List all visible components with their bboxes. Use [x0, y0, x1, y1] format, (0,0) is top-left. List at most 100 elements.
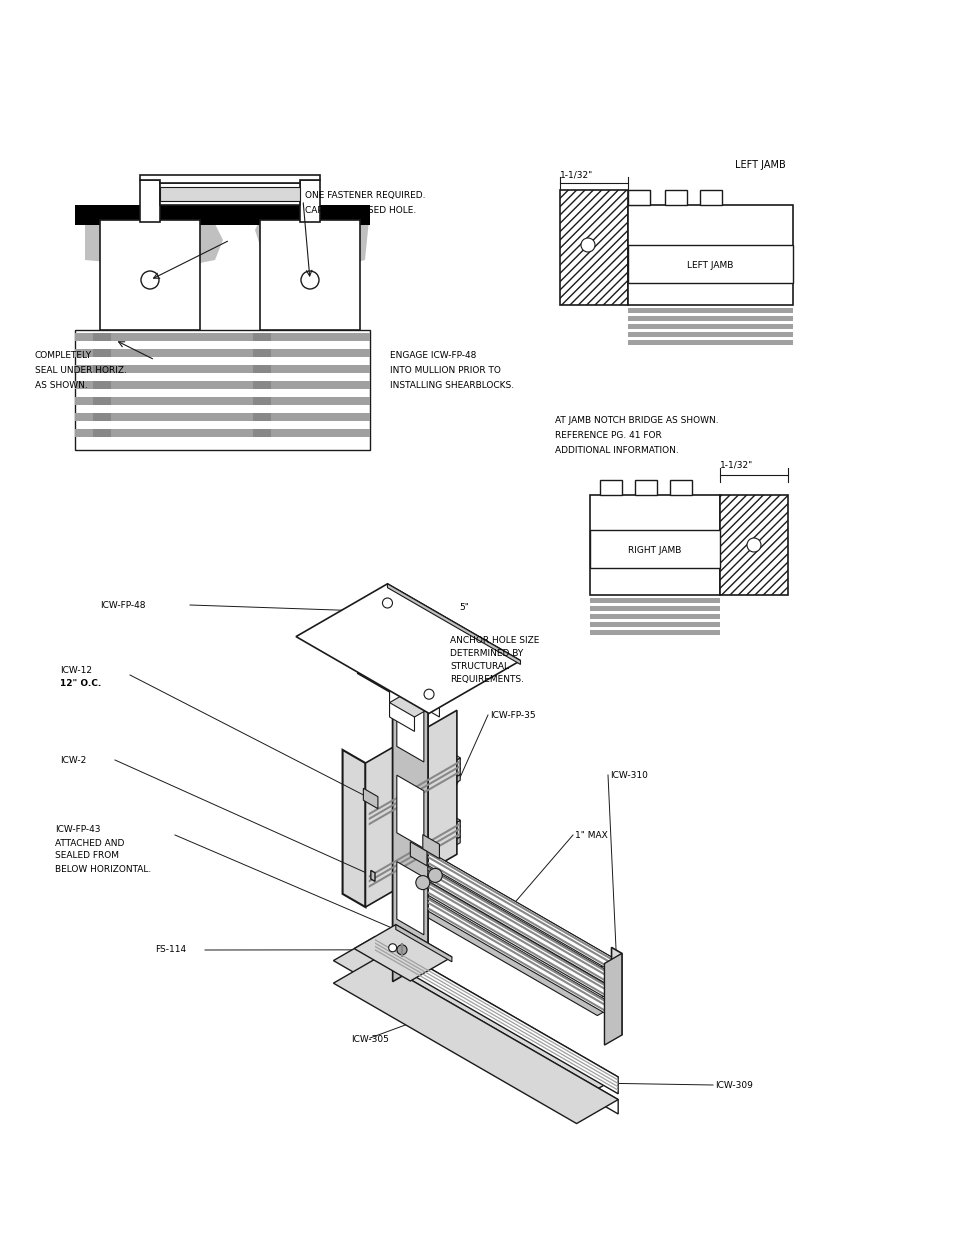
- Polygon shape: [369, 761, 459, 815]
- Polygon shape: [85, 207, 165, 266]
- Circle shape: [428, 868, 442, 882]
- Text: ICW-FP-48: ICW-FP-48: [100, 600, 146, 610]
- Text: 1-1/32": 1-1/32": [720, 461, 753, 469]
- Text: CAPSEAL UNUSED HOLE.: CAPSEAL UNUSED HOLE.: [305, 205, 416, 215]
- Polygon shape: [627, 190, 649, 205]
- Bar: [589, 530, 720, 568]
- Text: AS SHOWN.: AS SHOWN.: [35, 380, 88, 389]
- Text: 1-1/32": 1-1/32": [559, 170, 593, 179]
- Bar: [635, 480, 657, 495]
- Polygon shape: [611, 947, 621, 1035]
- Bar: [75, 350, 370, 357]
- Polygon shape: [395, 925, 452, 962]
- Bar: [669, 480, 691, 495]
- Text: AT JAMB NOTCH BRIDGE AS SHOWN.: AT JAMB NOTCH BRIDGE AS SHOWN.: [555, 415, 718, 425]
- Circle shape: [580, 238, 595, 252]
- Bar: [627, 308, 792, 312]
- Polygon shape: [375, 946, 618, 1088]
- Polygon shape: [365, 819, 459, 873]
- Bar: [627, 332, 792, 337]
- Polygon shape: [334, 936, 618, 1100]
- Polygon shape: [427, 862, 615, 972]
- Bar: [140, 180, 160, 222]
- Polygon shape: [410, 867, 615, 986]
- Bar: [253, 366, 271, 373]
- Circle shape: [718, 248, 731, 262]
- Polygon shape: [375, 942, 618, 1084]
- Bar: [720, 495, 787, 595]
- Bar: [92, 412, 111, 421]
- Polygon shape: [414, 655, 439, 718]
- Bar: [559, 190, 627, 305]
- Bar: [589, 614, 720, 619]
- Text: 5": 5": [458, 603, 468, 611]
- Bar: [253, 382, 271, 389]
- Polygon shape: [427, 877, 615, 987]
- Circle shape: [141, 270, 159, 289]
- Polygon shape: [396, 689, 423, 762]
- Text: ANCHOR HOLE SIZE: ANCHOR HOLE SIZE: [450, 636, 538, 645]
- Polygon shape: [427, 902, 615, 1011]
- Bar: [100, 220, 200, 330]
- Polygon shape: [154, 212, 223, 266]
- Polygon shape: [427, 882, 615, 1003]
- Polygon shape: [140, 175, 319, 183]
- Polygon shape: [295, 584, 520, 714]
- Text: STRUCTURAL: STRUCTURAL: [450, 662, 509, 671]
- Circle shape: [301, 270, 318, 289]
- Polygon shape: [389, 669, 414, 731]
- Polygon shape: [427, 892, 615, 1002]
- Bar: [92, 350, 111, 357]
- Polygon shape: [375, 939, 618, 1081]
- Polygon shape: [369, 820, 459, 889]
- Bar: [92, 429, 111, 437]
- Polygon shape: [375, 948, 618, 1091]
- Bar: [92, 333, 111, 341]
- Text: ICW-12: ICW-12: [60, 666, 91, 674]
- Text: DETERMINED BY: DETERMINED BY: [450, 648, 522, 657]
- Text: LEFT JAMB: LEFT JAMB: [686, 261, 733, 269]
- Polygon shape: [410, 898, 615, 1015]
- Bar: [75, 412, 370, 421]
- Polygon shape: [387, 584, 520, 664]
- Bar: [589, 606, 720, 611]
- Bar: [75, 429, 370, 437]
- Bar: [253, 350, 271, 357]
- Polygon shape: [427, 882, 615, 992]
- Bar: [664, 190, 686, 205]
- Text: ICW-309: ICW-309: [714, 1081, 752, 1089]
- Polygon shape: [393, 673, 428, 982]
- Polygon shape: [422, 835, 439, 858]
- Bar: [75, 382, 370, 389]
- Text: 12" O.C.: 12" O.C.: [60, 678, 101, 688]
- Text: ENGAGE ICW-FP-48: ENGAGE ICW-FP-48: [390, 351, 476, 359]
- Polygon shape: [369, 827, 459, 883]
- Polygon shape: [427, 871, 615, 982]
- Text: SEALED FROM: SEALED FROM: [55, 851, 119, 861]
- Polygon shape: [427, 906, 615, 1018]
- Text: INTO MULLION PRIOR TO: INTO MULLION PRIOR TO: [390, 366, 500, 374]
- Polygon shape: [410, 842, 427, 866]
- Polygon shape: [396, 862, 423, 935]
- Polygon shape: [369, 774, 459, 834]
- Circle shape: [416, 876, 430, 889]
- Text: SEAL UNDER HORIZ.: SEAL UNDER HORIZ.: [35, 366, 127, 374]
- Bar: [299, 180, 319, 222]
- Bar: [75, 396, 370, 405]
- Bar: [589, 598, 720, 603]
- Text: REFERENCE PG. 41 FOR: REFERENCE PG. 41 FOR: [555, 431, 661, 440]
- Text: ATTACHED AND: ATTACHED AND: [55, 839, 124, 847]
- Circle shape: [396, 945, 407, 955]
- Text: COMPLETELY: COMPLETELY: [35, 351, 92, 359]
- Bar: [92, 396, 111, 405]
- Polygon shape: [427, 867, 615, 989]
- Bar: [627, 190, 649, 205]
- Polygon shape: [365, 756, 459, 810]
- Text: LEFT JAMB: LEFT JAMB: [734, 161, 784, 170]
- Text: ONE FASTENER REQUIRED.: ONE FASTENER REQUIRED.: [305, 190, 425, 200]
- Polygon shape: [393, 653, 428, 961]
- Circle shape: [622, 538, 637, 552]
- Bar: [160, 186, 299, 201]
- Polygon shape: [369, 837, 459, 895]
- Bar: [589, 622, 720, 627]
